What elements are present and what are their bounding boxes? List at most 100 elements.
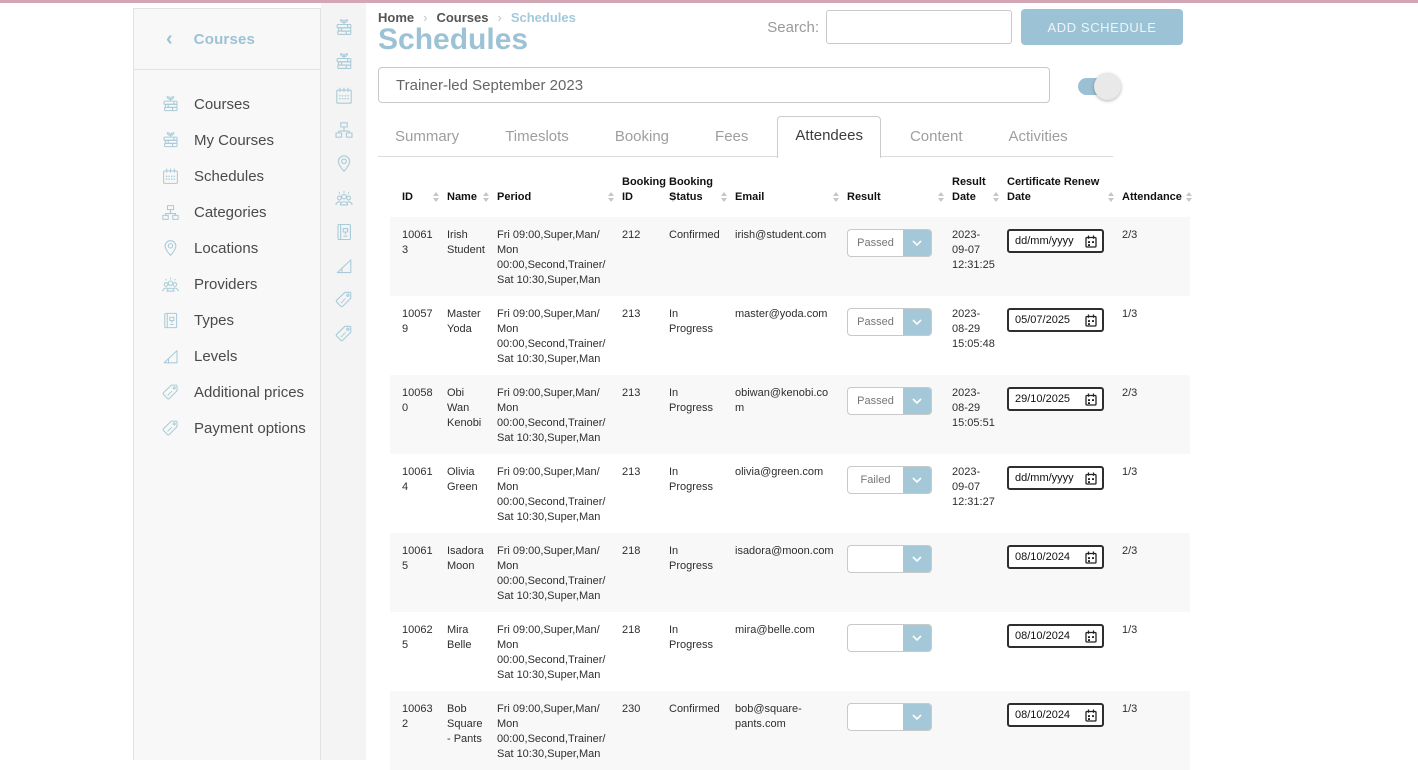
mini-sidebar-item-courses[interactable] bbox=[333, 17, 355, 39]
calendar-icon[interactable] bbox=[1085, 551, 1097, 564]
sort-arrows-icon[interactable] bbox=[993, 192, 999, 205]
mini-sidebar-item-my-courses[interactable] bbox=[333, 51, 355, 73]
column-header-id[interactable]: ID bbox=[390, 175, 447, 217]
sidebar-item-my-courses[interactable]: My Courses bbox=[134, 122, 320, 158]
calendar-icon[interactable] bbox=[1085, 709, 1097, 722]
calendar-icon[interactable] bbox=[1085, 472, 1097, 485]
cell-attendance: 1/3 bbox=[1122, 466, 1138, 478]
sidebar-item-schedules[interactable]: Schedules bbox=[134, 158, 320, 194]
sort-arrows-icon[interactable] bbox=[938, 192, 944, 205]
certificate-renew-date-input[interactable]: dd/mm/yyyy bbox=[1007, 466, 1104, 490]
sort-arrows-icon[interactable] bbox=[1185, 192, 1192, 205]
result-select[interactable]: Passed bbox=[847, 229, 932, 257]
chevron-down-icon[interactable] bbox=[903, 388, 931, 414]
mini-sidebar-item-categories[interactable] bbox=[333, 119, 355, 141]
column-header-email[interactable]: Email bbox=[735, 175, 847, 217]
mini-sidebar-item-payment-options[interactable] bbox=[333, 323, 355, 345]
certificate-renew-date-input[interactable]: 05/07/2025 bbox=[1007, 308, 1104, 332]
sidebar-item-levels[interactable]: Levels bbox=[134, 338, 320, 374]
sort-arrows-icon[interactable] bbox=[433, 192, 439, 205]
column-header-attendance[interactable]: Attendance bbox=[1122, 175, 1192, 217]
calendar-icon[interactable] bbox=[1085, 235, 1097, 248]
result-select[interactable]: Passed bbox=[847, 387, 932, 415]
certificate-renew-date-input[interactable]: 08/10/2024 bbox=[1007, 703, 1104, 727]
sidebar-item-providers[interactable]: Providers bbox=[134, 266, 320, 302]
cell-email: olivia@green.com bbox=[735, 466, 824, 478]
table-row: 100614 Olivia Green Fri 09:00,Super,Man/… bbox=[390, 454, 1190, 533]
result-value bbox=[848, 546, 903, 572]
column-header-booking-status[interactable]: Booking Status bbox=[669, 175, 735, 217]
search-input[interactable] bbox=[826, 10, 1012, 44]
certificate-renew-date-input[interactable]: 08/10/2024 bbox=[1007, 624, 1104, 648]
cell-email: irish@student.com bbox=[735, 229, 827, 241]
tab-fees[interactable]: Fees bbox=[715, 128, 749, 145]
chevron-down-icon[interactable] bbox=[903, 704, 931, 730]
mini-sidebar-item-schedules[interactable] bbox=[333, 85, 355, 107]
column-header-result[interactable]: Result bbox=[847, 175, 952, 217]
chevron-down-icon[interactable] bbox=[903, 546, 931, 572]
certificate-renew-date-input[interactable]: 29/10/2025 bbox=[1007, 387, 1104, 411]
types-icon bbox=[160, 310, 181, 331]
column-header-result-date[interactable]: Result Date bbox=[952, 175, 1007, 217]
column-header-period[interactable]: Period bbox=[497, 175, 622, 217]
sort-arrows-icon[interactable] bbox=[721, 192, 727, 205]
mini-sidebar-item-levels[interactable] bbox=[333, 255, 355, 277]
cell-id: 100632 bbox=[402, 703, 433, 730]
tab-summary[interactable]: Summary bbox=[395, 128, 460, 145]
sidebar-item-courses[interactable]: Courses bbox=[134, 86, 320, 122]
breadcrumb-item-home[interactable]: Home bbox=[378, 10, 415, 25]
sidebar-item-types[interactable]: Types bbox=[134, 302, 320, 338]
breadcrumb-separator-icon: › bbox=[497, 10, 502, 25]
mini-sidebar-item-types[interactable] bbox=[333, 221, 355, 243]
calendar-icon[interactable] bbox=[1085, 630, 1097, 643]
mini-sidebar-item-locations[interactable] bbox=[333, 153, 355, 175]
schedule-active-toggle[interactable] bbox=[1078, 73, 1121, 100]
result-value bbox=[848, 704, 903, 730]
collapse-sidebar-icon[interactable]: ‹ bbox=[166, 28, 173, 50]
sort-arrows-icon[interactable] bbox=[670, 192, 676, 205]
sidebar-item-additional-prices[interactable]: Additional prices bbox=[134, 374, 320, 410]
sidebar-item-locations[interactable]: Locations bbox=[134, 230, 320, 266]
cell-period: Fri 09:00,Super,Man/ Mon 00:00,Second,Tr… bbox=[497, 545, 606, 602]
column-header-certificate-renew-date[interactable]: Certificate Renew Date bbox=[1007, 175, 1122, 217]
mini-sidebar-item-providers[interactable] bbox=[333, 187, 355, 209]
table-row: 100613 Irish Student Fri 09:00,Super,Man… bbox=[390, 217, 1190, 296]
sort-arrows-icon[interactable] bbox=[1108, 192, 1114, 205]
cell-name: Olivia Green bbox=[447, 466, 478, 493]
sidebar-item-payment-options[interactable]: Payment options bbox=[134, 410, 320, 446]
add-schedule-button[interactable]: ADD SCHEDULE bbox=[1021, 9, 1183, 45]
result-select[interactable] bbox=[847, 624, 932, 652]
sort-arrows-icon[interactable] bbox=[608, 192, 614, 205]
sidebar-item-label: Levels bbox=[194, 347, 238, 365]
calendar-icon[interactable] bbox=[1085, 314, 1097, 327]
column-header-name[interactable]: Name bbox=[447, 175, 497, 217]
result-select[interactable]: Failed bbox=[847, 466, 932, 494]
certificate-renew-date-input[interactable]: dd/mm/yyyy bbox=[1007, 229, 1104, 253]
toggle-knob[interactable] bbox=[1094, 73, 1121, 100]
chevron-down-icon[interactable] bbox=[903, 309, 931, 335]
column-header-label: Result bbox=[847, 191, 881, 203]
column-header-label: Email bbox=[735, 191, 765, 203]
result-select[interactable] bbox=[847, 545, 932, 573]
result-select[interactable] bbox=[847, 703, 932, 731]
schedule-name-input[interactable]: Trainer-led September 2023 bbox=[378, 67, 1050, 103]
tab-booking[interactable]: Booking bbox=[614, 128, 670, 145]
tab-content[interactable]: Content bbox=[909, 128, 963, 145]
cell-attendance: 1/3 bbox=[1122, 308, 1138, 320]
chevron-down-icon[interactable] bbox=[903, 467, 931, 493]
tab-timeslots[interactable]: Timeslots bbox=[505, 128, 569, 145]
result-select[interactable]: Passed bbox=[847, 308, 932, 336]
breadcrumb-item-courses[interactable]: Courses bbox=[436, 10, 489, 25]
sort-arrows-icon[interactable] bbox=[483, 192, 489, 205]
column-header-booking-id[interactable]: Booking ID bbox=[622, 175, 676, 217]
tab-attendees[interactable]: Attendees bbox=[777, 116, 881, 158]
chevron-down-icon[interactable] bbox=[903, 625, 931, 651]
tab-activities[interactable]: Activities bbox=[1008, 128, 1068, 145]
cell-email: mira@belle.com bbox=[735, 624, 815, 636]
sort-arrows-icon[interactable] bbox=[833, 192, 839, 205]
sidebar-item-categories[interactable]: Categories bbox=[134, 194, 320, 230]
chevron-down-icon[interactable] bbox=[903, 230, 931, 256]
mini-sidebar-item-additional-prices[interactable] bbox=[333, 289, 355, 311]
calendar-icon[interactable] bbox=[1085, 393, 1097, 406]
certificate-renew-date-input[interactable]: 08/10/2024 bbox=[1007, 545, 1104, 569]
